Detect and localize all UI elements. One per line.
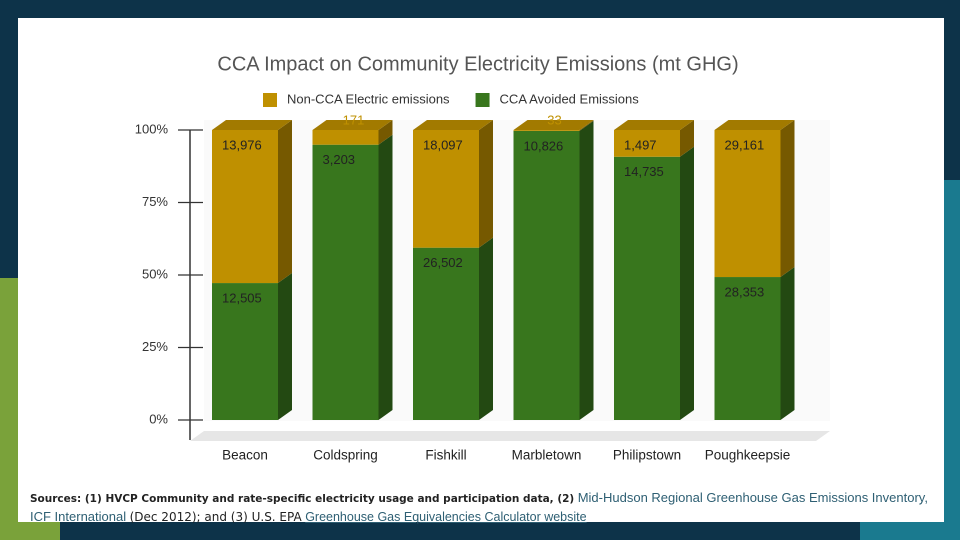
- bar-side: [378, 134, 393, 420]
- sources: Sources: (1) HVCP Community and rate-spe…: [30, 489, 930, 526]
- x-tick-label: Coldspring: [313, 448, 378, 463]
- y-tick-label: 75%: [142, 194, 168, 209]
- bar-segment: [212, 130, 278, 284]
- x-tick-label: Philipstown: [613, 448, 681, 463]
- data-label: 10,826: [524, 138, 564, 153]
- data-label: 171: [343, 112, 365, 127]
- bar-segment: [312, 130, 379, 145]
- source-text: Sources: (1) HVCP Community and rate-spe…: [30, 493, 575, 505]
- bar-side: [680, 120, 694, 157]
- y-tick-label: 25%: [142, 339, 168, 354]
- x-tick-label: Beacon: [222, 448, 268, 463]
- legend-label: Non-CCA Electric emissions: [287, 91, 450, 106]
- bar-top: [513, 120, 594, 130]
- bar-top: [212, 120, 292, 130]
- bar-segment: [413, 130, 479, 248]
- source-text: (Dec 2012); and (3) U.S. EPA: [129, 510, 302, 524]
- bar-top: [614, 120, 694, 130]
- data-label: 18,097: [423, 137, 463, 152]
- chart-title: CCA Impact on Community Electricity Emis…: [217, 53, 738, 75]
- data-label: 28,353: [725, 284, 765, 299]
- data-label: 33: [547, 112, 561, 127]
- bar-side: [680, 146, 694, 421]
- bar-side: [479, 237, 493, 420]
- y-tick-label: 0%: [149, 411, 168, 426]
- bar-side: [579, 120, 594, 131]
- x-tick-label: Fishkill: [425, 448, 466, 463]
- bar-side: [378, 120, 393, 145]
- bar-segment: [614, 130, 680, 157]
- bar-top: [413, 120, 493, 130]
- bar-top: [312, 120, 393, 130]
- bar-side: [579, 120, 594, 421]
- bar-segment: [714, 277, 781, 420]
- floor: [190, 431, 830, 441]
- bar-side: [780, 120, 795, 278]
- bar-side: [780, 267, 795, 420]
- legend-swatch: [263, 93, 277, 107]
- bar-segment: [413, 247, 479, 420]
- bar-segment: [513, 130, 580, 131]
- source-text: Mid-Hudson Regional Greenhouse Gas Emiss…: [30, 490, 928, 524]
- bar-segment: [614, 156, 680, 421]
- data-label: 1,497: [624, 137, 657, 152]
- bar-segment: [714, 130, 781, 278]
- source-link[interactable]: Greenhouse Gas Equivalencies Calculator …: [305, 510, 587, 524]
- data-label: 29,161: [725, 137, 765, 152]
- data-label: 12,505: [222, 290, 262, 305]
- data-label: 14,735: [624, 164, 664, 179]
- bar-side: [278, 120, 292, 284]
- legend-label: CCA Avoided Emissions: [500, 91, 640, 106]
- x-tick-label: Poughkeepsie: [705, 448, 791, 463]
- bar-side: [479, 120, 493, 248]
- legend-swatch: [475, 93, 490, 107]
- y-tick-label: 100%: [135, 121, 169, 136]
- bar-segment: [513, 130, 580, 421]
- data-label: 26,502: [423, 255, 463, 270]
- y-tick-label: 50%: [142, 266, 168, 281]
- bar-top: [714, 120, 795, 130]
- data-label: 13,976: [222, 137, 262, 152]
- data-label: 3,203: [323, 152, 356, 167]
- bar-segment: [212, 283, 278, 420]
- x-tick-label: Marbletown: [512, 448, 582, 463]
- bar-segment: [312, 144, 379, 420]
- bar-side: [278, 273, 292, 420]
